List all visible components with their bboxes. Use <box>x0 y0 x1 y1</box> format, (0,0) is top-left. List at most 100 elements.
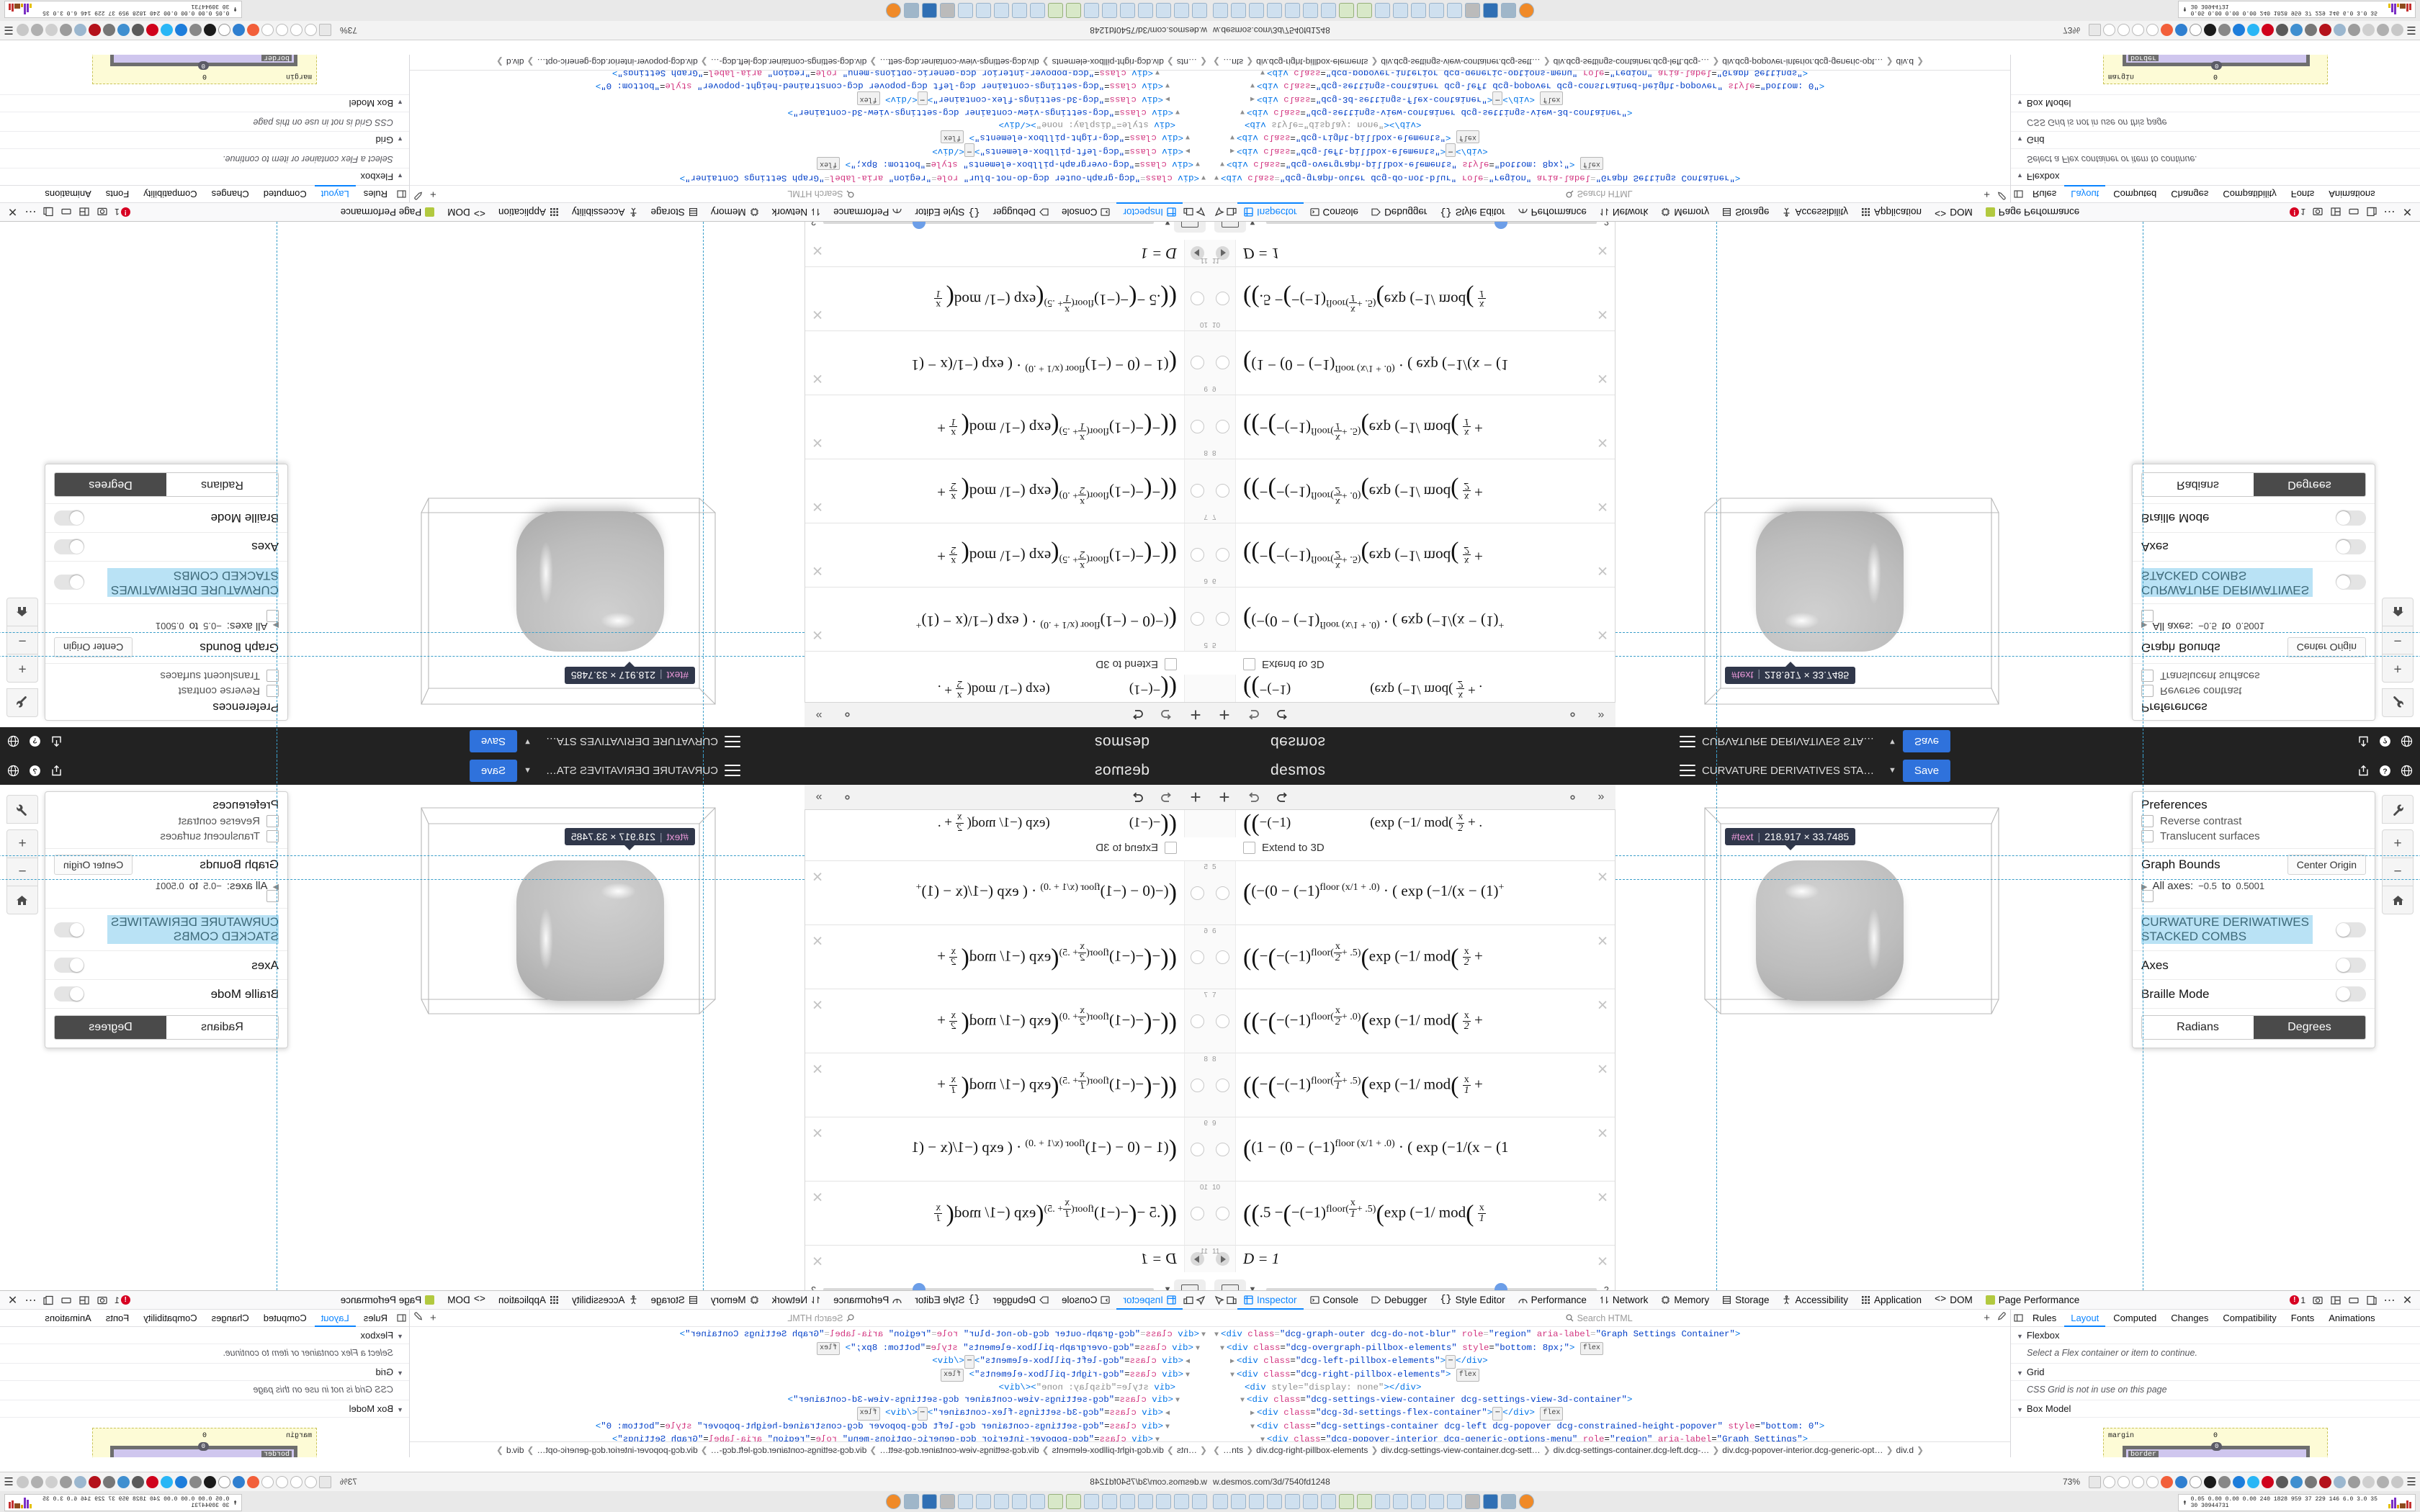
tab-rules[interactable]: Rules <box>363 1312 387 1323</box>
hamburger-menu-icon[interactable]: ☰ <box>4 24 14 36</box>
table-row[interactable]: 6 ((−(−(−1)floor(x 2 + .5)(exp (−1/ mod( x… <box>805 925 1210 989</box>
split-console-icon[interactable] <box>79 1294 91 1306</box>
close-icon[interactable]: ✕ <box>7 1294 18 1307</box>
table-row[interactable]: 10 ((.5 −(−(−1)floor(x 1 + .5)(exp (−1/ mo… <box>805 266 1210 330</box>
table-row[interactable]: 7 ((−(−(−1)floor(x 2 + .0)(exp (−1/ mod( x… <box>805 989 1210 1053</box>
tab-layout[interactable]: Layout <box>2064 186 2105 203</box>
extend-to-3d-checkbox[interactable] <box>1165 842 1177 854</box>
delete-expression-icon[interactable]: × <box>812 867 823 887</box>
tab-console[interactable]: Console <box>1055 203 1117 222</box>
pocket-icon[interactable] <box>2362 1475 2375 1488</box>
gear-icon[interactable] <box>2218 24 2231 37</box>
volume-icon[interactable] <box>1465 3 1480 18</box>
expression-color-bullet[interactable] <box>1216 1142 1229 1156</box>
tab-performance[interactable]: Performance <box>827 1291 908 1310</box>
expression-math[interactable]: ((.5 −(−(−1)floor(x 1 + .5)(exp (−1/ mod( … <box>1243 284 1486 314</box>
breadcrumb[interactable]: ❮ …nts ❯ div.dcg-right-pillbox-elements … <box>410 1441 1210 1457</box>
breadcrumb[interactable]: ❮ …nts ❯ div.dcg-right-pillbox-elements … <box>1210 1441 2010 1457</box>
tab-computed[interactable]: Computed <box>263 189 307 200</box>
clipboard-icon[interactable] <box>2305 24 2317 37</box>
split-console-icon[interactable] <box>2329 206 2341 218</box>
table-row[interactable]: 11 D = 1 × <box>1210 1246 1615 1272</box>
center-origin-button[interactable]: Center Origin <box>2287 855 2366 875</box>
tab-application[interactable]: Application <box>492 203 565 222</box>
eyedropper-icon[interactable] <box>414 188 424 200</box>
taskbar-item[interactable] <box>1321 3 1336 18</box>
gear-icon[interactable] <box>833 703 862 727</box>
tab-computed[interactable]: Computed <box>263 1312 307 1323</box>
dom-line[interactable]: ▼<div class="dcg-right-pillbox-elements"… <box>1210 130 2010 144</box>
tab-inspector[interactable]: Inspector <box>1116 1291 1183 1310</box>
plus-icon[interactable] <box>2233 24 2245 37</box>
cookie-icon[interactable] <box>218 24 230 37</box>
zoom-out-button[interactable]: − <box>6 626 38 654</box>
taskbar-item[interactable] <box>1231 3 1246 18</box>
taskbar-item[interactable] <box>1393 3 1408 18</box>
clipboard-icon[interactable] <box>103 24 115 37</box>
taskbar-item[interactable] <box>1102 1494 1117 1509</box>
expression-index-cell[interactable]: 7 <box>1184 989 1210 1053</box>
taskbar-item[interactable] <box>1192 3 1207 18</box>
taskbar-item[interactable] <box>1192 1494 1207 1509</box>
taskbar-item[interactable] <box>1120 3 1135 18</box>
taskbar-item[interactable] <box>1120 1494 1135 1509</box>
expression-color-bullet[interactable] <box>1191 612 1204 626</box>
close-icon[interactable]: ✕ <box>2402 1294 2413 1307</box>
tab-memory[interactable]: Memory <box>1654 1291 1716 1310</box>
responsive-design-icon[interactable] <box>1225 1294 1237 1306</box>
taskbar-item[interactable] <box>1303 3 1318 18</box>
angle-mode-selector[interactable]: Radians Degrees <box>54 1015 279 1040</box>
volume-icon[interactable] <box>940 1494 955 1509</box>
element-picker-icon[interactable] <box>1213 1294 1225 1306</box>
delete-expression-icon[interactable]: × <box>1597 867 1608 887</box>
expression-math[interactable]: ((−(0 − (−1)floor (x/1 + .0) · ( exp (−1… <box>1243 879 1505 906</box>
display-icon[interactable] <box>1501 1494 1516 1509</box>
expression-math[interactable]: ((−(0 − (−1)floor (x/1 + .0) · ( exp (−1… <box>915 879 1177 906</box>
expression-color-bullet[interactable] <box>1216 356 1229 370</box>
breadcrumb[interactable]: ❮ …nts ❯ div.dcg-right-pillbox-elements … <box>410 55 1210 71</box>
hamburger-menu-icon[interactable] <box>1679 765 1695 776</box>
translate-icon[interactable] <box>319 24 331 37</box>
tab-debugger[interactable]: Debugger <box>1365 1291 1433 1310</box>
breadcrumb-prev-icon[interactable]: ❮ <box>1213 1444 1221 1455</box>
save-button[interactable]: Save <box>1902 759 1951 782</box>
system-monitor-widget[interactable]: ↟ 0.05 0.00 0.00 0.00 240 1828 959 37 22… <box>4 1 242 18</box>
collapse-panel-button[interactable]: » <box>815 709 823 721</box>
tab-accessibility[interactable]: Accessibility <box>1775 203 1855 222</box>
expression-color-bullet[interactable] <box>1216 420 1229 434</box>
element-picker-icon[interactable] <box>1213 206 1225 218</box>
responsive-design-icon[interactable] <box>1225 206 1237 218</box>
delete-expression-icon[interactable]: × <box>812 1123 823 1143</box>
dom-line[interactable]: ▼<div class="dcg-settings-view-container… <box>1240 107 1633 118</box>
breadcrumb-next-icon[interactable]: ❯ <box>1917 1444 1924 1455</box>
curvature-option-row[interactable]: CURWATURE DERIWATIWES STACKED COMBS <box>45 560 287 603</box>
graph-settings-popover[interactable]: Preferences Reverse contrast Translucent… <box>45 791 288 1049</box>
all-axes-row[interactable]: ▶ All axes: −0.5 to 0.5001 <box>54 620 279 632</box>
save-icon[interactable] <box>1483 1494 1498 1509</box>
axes-min-value[interactable]: −0.5 <box>2198 621 2217 631</box>
tab-network[interactable]: Network <box>1593 203 1655 222</box>
taskbar-item[interactable] <box>1321 1494 1336 1509</box>
error-counter[interactable]: ! 1 <box>2290 207 2305 217</box>
add-node-icon[interactable]: + <box>430 1312 436 1324</box>
screenshot-icon[interactable] <box>97 206 109 218</box>
border-top-value[interactable]: 0 <box>197 61 209 70</box>
error-counter[interactable]: ! 1 <box>2290 1295 2305 1305</box>
tab-accessibility[interactable]: Accessibility <box>1775 1291 1855 1310</box>
dom-line[interactable]: ▶<div class="dcg-3d-settings-flex-contai… <box>1210 91 2010 105</box>
expression-math[interactable]: ((1 − (0 − (−1)floor (x/1 + .0) · ( exp … <box>911 350 1177 377</box>
tab-network[interactable]: Network <box>1593 1291 1655 1310</box>
bookmark-star-icon[interactable] <box>305 1475 317 1488</box>
redo-icon[interactable] <box>1268 703 1296 727</box>
wrench-icon[interactable] <box>2377 1475 2389 1488</box>
expression-index-cell[interactable]: 11 <box>1210 1246 1236 1272</box>
taskbar-item[interactable] <box>1066 3 1081 18</box>
dom-line[interactable]: <div style="display: none"></div> <box>998 1382 1175 1392</box>
keyboard-icon[interactable] <box>1214 222 1246 233</box>
split-console-icon[interactable] <box>2329 1294 2341 1306</box>
hamburger-menu-icon[interactable] <box>725 736 741 747</box>
taskbar-item[interactable] <box>1066 1494 1081 1509</box>
slider-track[interactable] <box>1266 1283 1597 1290</box>
